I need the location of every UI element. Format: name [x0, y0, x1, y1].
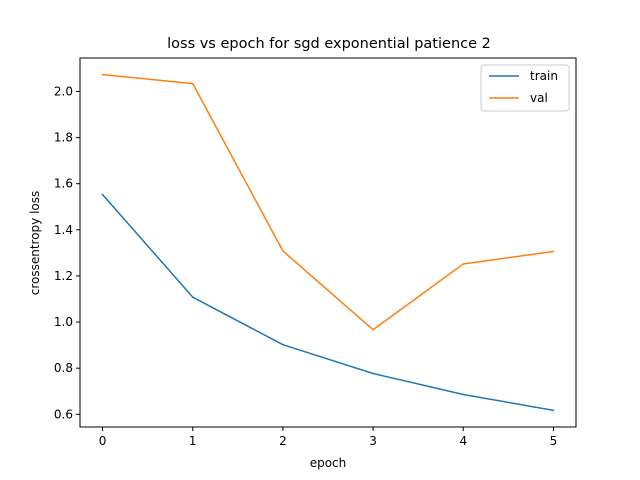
data-point-train — [552, 409, 555, 412]
data-point-val — [282, 250, 284, 252]
x-tick-label: 0 — [99, 434, 107, 448]
y-tick-label: 1.2 — [54, 269, 73, 283]
legend-label-train: train — [530, 69, 558, 83]
x-tick-label: 1 — [189, 434, 197, 448]
legend-label-val: val — [530, 91, 548, 105]
data-point-train — [462, 393, 465, 396]
data-point-train — [282, 343, 284, 346]
data-point-val — [101, 73, 104, 76]
data-point-val — [552, 250, 555, 253]
y-tick-label: 0.8 — [54, 361, 73, 375]
series-line-train — [101, 193, 555, 412]
data-point-val — [191, 82, 194, 85]
x-axis-title: epoch — [310, 456, 347, 470]
x-tick-label: 5 — [550, 434, 558, 448]
y-axis-title: crossentropy loss — [28, 191, 42, 296]
y-tick-label: 2.0 — [54, 84, 73, 98]
data-point-train — [372, 372, 374, 375]
x-axis: 0 1 2 3 4 5 — [99, 427, 558, 448]
data-point-train — [191, 296, 194, 298]
series-layer — [101, 73, 555, 412]
chart-title: loss vs epoch for sgd exponential patien… — [167, 36, 491, 52]
x-tick-label: 2 — [279, 434, 287, 448]
y-tick-label: 1.6 — [54, 177, 73, 191]
y-tick-label: 0.6 — [54, 407, 73, 421]
plot-area-frame — [79, 57, 577, 428]
y-tick-label: 1.0 — [54, 315, 73, 329]
y-tick-label: 1.4 — [54, 223, 73, 237]
x-tick-label: 4 — [459, 434, 467, 448]
x-tick-label: 3 — [369, 434, 377, 448]
data-point-val — [462, 263, 465, 265]
y-axis: 0.6 0.8 1.0 1.2 1.4 1.6 1.8 2.0 — [54, 84, 80, 421]
legend: train val — [480, 64, 570, 112]
y-tick-label: 1.8 — [54, 131, 73, 145]
data-point-val — [372, 328, 374, 331]
series-line-val — [101, 73, 555, 331]
data-point-train — [101, 193, 104, 196]
